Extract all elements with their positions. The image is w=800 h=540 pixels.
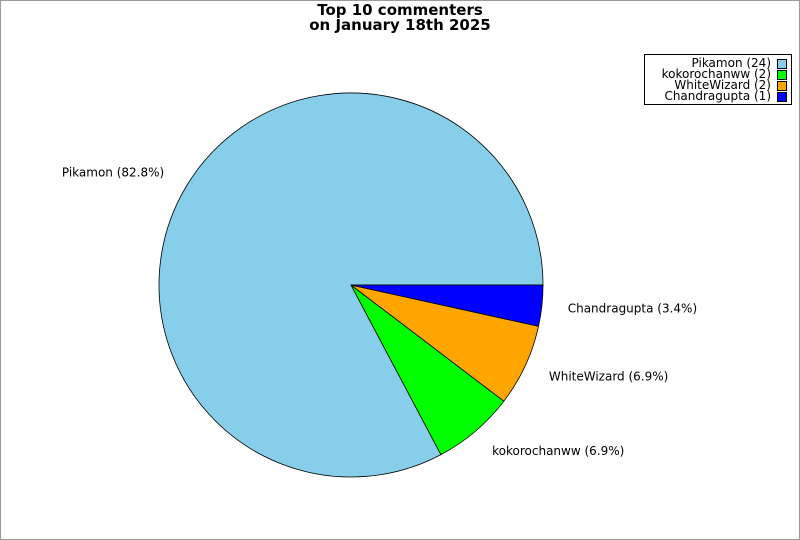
slice-label-chandragupta: Chandragupta (3.4%) [568,302,697,316]
legend-item-pikamon: Pikamon (24) [649,56,787,70]
legend-swatch [777,91,787,102]
chart-title-line-1: Top 10 commenters [317,1,483,19]
pie-slice-chandragupta [350,284,544,327]
legend-label: kokorochanww (2) [661,67,771,81]
slice-label-kokorochanww: kokorochanww (6.9%) [492,444,624,458]
legend-item-whitewizard: WhiteWizard (2) [649,78,787,92]
legend-label: WhiteWizard (2) [674,78,771,92]
pie-slice-pikamon [158,92,544,478]
chart-legend: Pikamon (24) kokorochanww (2) WhiteWizar… [644,54,792,105]
legend-swatch [777,80,787,91]
legend-swatch [777,58,787,69]
legend-item-kokorochanww: kokorochanww (2) [649,67,787,81]
slice-label-pikamon: Pikamon (82.8%) [62,166,164,180]
legend-item-chandragupta: Chandragupta (1) [649,89,787,103]
legend-label: Chandragupta (1) [664,89,771,103]
legend-label: Pikamon (24) [691,56,771,70]
chart-title-line-2: on January 18th 2025 [309,16,491,34]
slice-label-whitewizard: WhiteWizard (6.9%) [549,370,668,384]
chart-title: Top 10 commenters on January 18th 2025 [1,3,799,33]
legend-swatch [777,69,787,80]
